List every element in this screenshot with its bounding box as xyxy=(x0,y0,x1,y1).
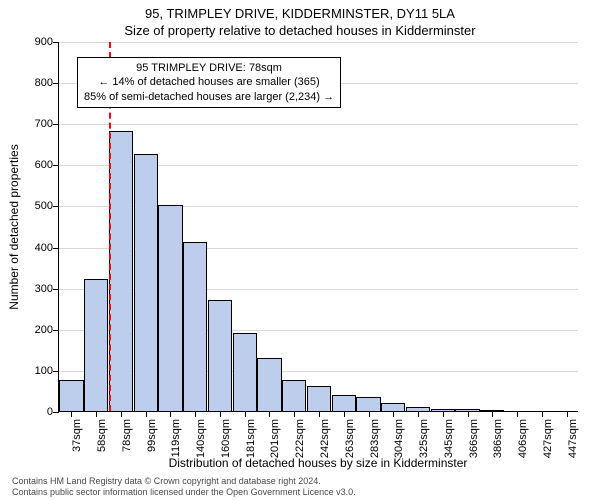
x-tick-label: 304sqm xyxy=(393,419,405,458)
x-tick-label: 366sqm xyxy=(468,419,480,458)
x-tick-mark xyxy=(567,411,568,417)
x-tick-label: 181sqm xyxy=(245,419,257,458)
x-tick-label: 427sqm xyxy=(542,419,554,458)
bar xyxy=(134,154,158,411)
y-tick-label: 0 xyxy=(47,406,53,418)
x-tick-mark xyxy=(517,411,518,417)
x-tick-label: 242sqm xyxy=(319,419,331,458)
x-tick-mark xyxy=(71,411,72,417)
x-tick-label: 283sqm xyxy=(369,419,381,458)
annotation-line: 85% of semi-detached houses are larger (… xyxy=(84,90,334,104)
y-tick-mark xyxy=(53,248,59,249)
y-tick-label: 800 xyxy=(35,77,53,89)
x-tick-mark xyxy=(319,411,320,417)
x-tick-mark xyxy=(269,411,270,417)
bar xyxy=(332,395,356,411)
y-tick-mark xyxy=(53,412,59,413)
y-tick-label: 900 xyxy=(35,36,53,48)
bar xyxy=(158,205,182,411)
bar xyxy=(59,380,83,411)
y-tick-label: 300 xyxy=(35,283,53,295)
bar xyxy=(233,333,257,411)
footer-line-2: Contains public sector information licen… xyxy=(12,487,356,498)
x-tick-mark xyxy=(369,411,370,417)
y-tick-label: 100 xyxy=(35,365,53,377)
x-tick-label: 99sqm xyxy=(146,419,158,452)
x-tick-label: 37sqm xyxy=(71,419,83,452)
gridline xyxy=(59,42,578,43)
x-tick-mark xyxy=(146,411,147,417)
y-tick-mark xyxy=(53,124,59,125)
y-tick-mark xyxy=(53,330,59,331)
y-tick-mark xyxy=(53,83,59,84)
bar xyxy=(356,397,380,411)
y-tick-label: 400 xyxy=(35,242,53,254)
x-tick-mark xyxy=(245,411,246,417)
x-tick-label: 263sqm xyxy=(344,419,356,458)
x-tick-label: 406sqm xyxy=(517,419,529,458)
y-tick-mark xyxy=(53,371,59,372)
x-tick-mark xyxy=(170,411,171,417)
x-tick-label: 447sqm xyxy=(567,419,579,458)
x-tick-mark xyxy=(195,411,196,417)
x-tick-mark xyxy=(542,411,543,417)
annotation-line: ← 14% of detached houses are smaller (36… xyxy=(84,75,334,89)
chart-title: 95, TRIMPLEY DRIVE, KIDDERMINSTER, DY11 … xyxy=(0,0,600,21)
y-tick-mark xyxy=(53,165,59,166)
x-tick-label: 222sqm xyxy=(294,419,306,458)
x-tick-label: 78sqm xyxy=(121,419,133,452)
bar xyxy=(257,358,281,411)
x-tick-mark xyxy=(393,411,394,417)
x-tick-mark xyxy=(418,411,419,417)
annotation-box: 95 TRIMPLEY DRIVE: 78sqm← 14% of detache… xyxy=(77,57,341,108)
x-tick-mark xyxy=(492,411,493,417)
x-tick-label: 386sqm xyxy=(492,419,504,458)
bar xyxy=(282,380,306,411)
x-tick-mark xyxy=(468,411,469,417)
plot-area: 010020030040050060070080090037sqm58sqm78… xyxy=(58,42,578,412)
x-tick-label: 160sqm xyxy=(220,419,232,458)
x-tick-mark xyxy=(220,411,221,417)
x-tick-mark xyxy=(294,411,295,417)
x-tick-label: 325sqm xyxy=(418,419,430,458)
y-tick-label: 600 xyxy=(35,159,53,171)
y-tick-label: 200 xyxy=(35,324,53,336)
x-tick-label: 58sqm xyxy=(96,419,108,452)
x-tick-label: 201sqm xyxy=(269,419,281,458)
x-tick-label: 140sqm xyxy=(195,419,207,458)
y-tick-label: 500 xyxy=(35,200,53,212)
bar xyxy=(307,386,331,411)
footer-attribution: Contains HM Land Registry data © Crown c… xyxy=(12,476,356,499)
y-tick-mark xyxy=(53,42,59,43)
bar xyxy=(109,131,133,411)
x-tick-mark xyxy=(443,411,444,417)
y-tick-mark xyxy=(53,206,59,207)
x-tick-label: 119sqm xyxy=(170,419,182,457)
bar xyxy=(183,242,207,411)
footer-line-1: Contains HM Land Registry data © Crown c… xyxy=(12,476,356,487)
gridline xyxy=(59,124,578,125)
x-axis-label: Distribution of detached houses by size … xyxy=(58,456,578,470)
bar xyxy=(381,403,405,411)
bar xyxy=(84,279,108,411)
chart-subtitle: Size of property relative to detached ho… xyxy=(0,21,600,38)
x-tick-mark xyxy=(344,411,345,417)
annotation-line: 95 TRIMPLEY DRIVE: 78sqm xyxy=(84,61,334,75)
x-tick-mark xyxy=(121,411,122,417)
x-tick-mark xyxy=(96,411,97,417)
y-axis-label: Number of detached properties xyxy=(7,144,21,309)
y-tick-mark xyxy=(53,289,59,290)
x-tick-label: 345sqm xyxy=(443,419,455,458)
bar xyxy=(208,300,232,411)
y-tick-label: 700 xyxy=(35,118,53,130)
